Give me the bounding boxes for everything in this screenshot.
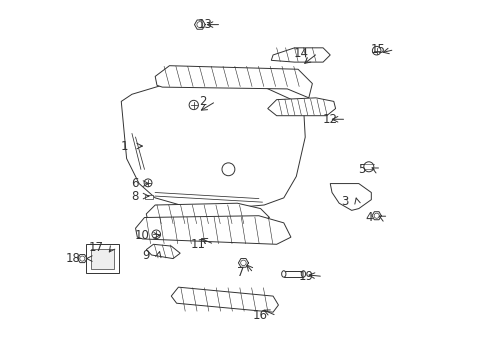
Circle shape bbox=[363, 162, 373, 172]
Polygon shape bbox=[146, 203, 269, 225]
Circle shape bbox=[222, 163, 234, 176]
Text: 16: 16 bbox=[252, 309, 267, 322]
Text: 9: 9 bbox=[142, 248, 149, 261]
Circle shape bbox=[144, 179, 152, 187]
Text: 5: 5 bbox=[358, 163, 365, 176]
Text: 3: 3 bbox=[340, 195, 347, 208]
FancyBboxPatch shape bbox=[91, 249, 114, 269]
Polygon shape bbox=[267, 98, 335, 116]
Text: 13: 13 bbox=[197, 18, 212, 31]
Polygon shape bbox=[283, 271, 303, 277]
Circle shape bbox=[197, 22, 203, 28]
Circle shape bbox=[373, 213, 379, 218]
Polygon shape bbox=[135, 216, 290, 244]
Text: 19: 19 bbox=[299, 270, 313, 283]
Text: 12: 12 bbox=[322, 113, 337, 126]
Text: 1: 1 bbox=[121, 140, 128, 153]
Text: 11: 11 bbox=[190, 238, 205, 251]
Text: 17: 17 bbox=[88, 241, 103, 255]
Circle shape bbox=[189, 100, 198, 110]
Text: 6: 6 bbox=[131, 177, 139, 190]
Text: 15: 15 bbox=[370, 43, 385, 56]
Polygon shape bbox=[271, 48, 329, 62]
Circle shape bbox=[80, 256, 85, 261]
FancyBboxPatch shape bbox=[85, 244, 119, 273]
Circle shape bbox=[152, 230, 160, 239]
Ellipse shape bbox=[301, 271, 305, 277]
Polygon shape bbox=[121, 84, 305, 208]
Text: 2: 2 bbox=[199, 95, 206, 108]
Text: 7: 7 bbox=[237, 266, 244, 279]
Circle shape bbox=[240, 260, 245, 266]
Text: 8: 8 bbox=[131, 190, 139, 203]
Text: 10: 10 bbox=[135, 229, 149, 242]
Polygon shape bbox=[155, 66, 312, 98]
FancyBboxPatch shape bbox=[145, 195, 153, 199]
Polygon shape bbox=[329, 184, 370, 210]
Polygon shape bbox=[171, 287, 278, 312]
Text: 4: 4 bbox=[365, 211, 372, 224]
Polygon shape bbox=[146, 244, 180, 258]
Ellipse shape bbox=[281, 271, 285, 277]
Circle shape bbox=[372, 46, 380, 55]
Text: 18: 18 bbox=[65, 252, 80, 265]
Text: 14: 14 bbox=[293, 47, 308, 60]
